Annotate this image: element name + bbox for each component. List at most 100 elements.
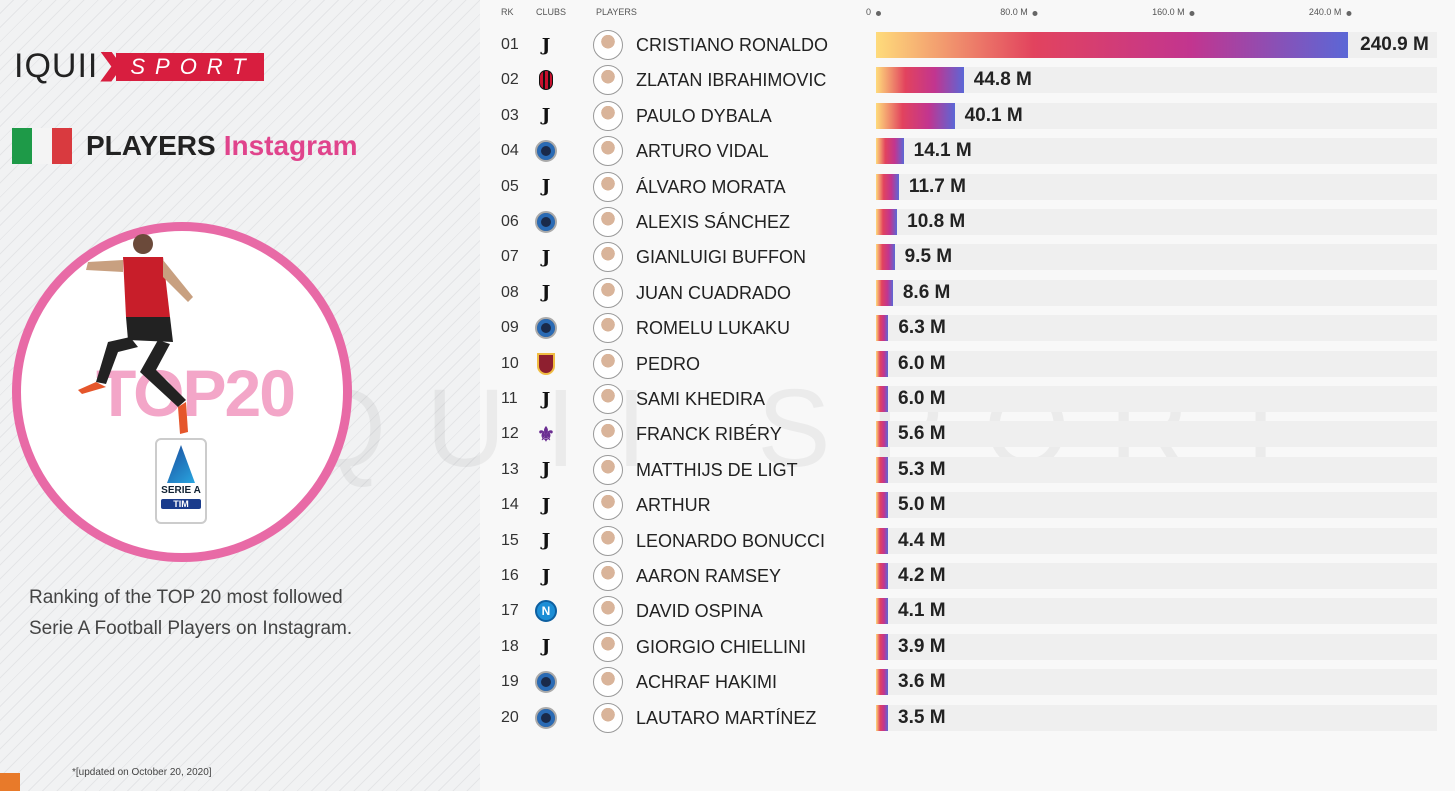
rank: 10 <box>501 354 519 372</box>
bar <box>876 492 888 519</box>
value-label: 6.0 M <box>898 352 946 374</box>
bar <box>876 704 888 731</box>
juventus-crest-icon: J <box>541 636 551 658</box>
player-name: AARON RAMSEY <box>636 566 782 586</box>
player-name: CRISTIANO RONALDO <box>636 35 829 55</box>
bar-track <box>876 563 1437 589</box>
bar <box>876 598 888 625</box>
player-avatar <box>593 348 623 379</box>
rank: 18 <box>501 637 519 655</box>
player-name: FRANCK RIBÉRY <box>636 424 782 445</box>
player-name: PAULO DYBALA <box>636 105 772 126</box>
value-label: 4.1 M <box>898 600 946 622</box>
value-label: 5.3 M <box>898 458 946 480</box>
rank: 19 <box>501 673 519 691</box>
bar <box>876 421 888 448</box>
bar <box>876 102 955 129</box>
table-row: 17 N DAVID OSPINA 4.1 M <box>0 596 1455 627</box>
player-name: ÁLVARO MORATA <box>636 176 786 197</box>
player-name: GIORGIO CHIELLINI <box>636 636 807 657</box>
rank: 09 <box>501 319 519 337</box>
bar <box>876 67 964 94</box>
player-name: ACHRAF HAKIMI <box>636 672 778 693</box>
table-row: 03 J PAULO DYBALA 40.1 M <box>0 100 1455 131</box>
player-avatar <box>593 702 623 733</box>
juventus-crest-icon: J <box>541 530 551 552</box>
value-label: 5.6 M <box>898 423 946 445</box>
player-name: ZLATAN IBRAHIMOVIC <box>636 70 827 91</box>
bar-track <box>876 598 1437 625</box>
juventus-crest-icon: J <box>541 246 551 268</box>
bar <box>876 350 888 377</box>
value-label: 3.5 M <box>898 706 946 728</box>
value-label: 11.7 M <box>908 175 966 197</box>
player-name: SAMI KHEDIRA <box>636 389 766 409</box>
inter-crest-icon <box>534 316 558 340</box>
x-tick-label: 240.0 M <box>1309 7 1352 17</box>
bar <box>876 315 889 342</box>
value-label: 3.6 M <box>898 671 946 693</box>
rank: 04 <box>501 142 519 160</box>
bar-track <box>876 669 1437 696</box>
juventus-crest-icon: J <box>541 388 551 410</box>
player-illustration <box>78 234 193 434</box>
iquii-sport-logo: IQUII SPORT <box>14 47 264 86</box>
bar-track <box>876 67 1437 94</box>
bar <box>876 244 895 271</box>
player-avatar <box>593 419 623 450</box>
juventus-crest-icon: J <box>541 565 551 587</box>
rank: 06 <box>501 213 519 230</box>
bar <box>876 527 888 554</box>
fiorentina-crest-icon: ⚜ <box>537 423 555 446</box>
table-row: 15 J LEONARDO BONUCCI 4.4 M <box>0 525 1455 556</box>
bar-track <box>876 456 1437 483</box>
top20-label: TOP20 <box>96 356 296 430</box>
table-row: 09 ROMELU LUKAKU 6.3 M <box>0 313 1455 344</box>
inter-crest-icon <box>534 706 558 730</box>
player-name: ALEXIS SÁNCHEZ <box>636 212 791 232</box>
table-row: 05 J ÁLVARO MORATA 11.7 M <box>0 171 1455 202</box>
rank: 02 <box>501 71 519 89</box>
player-name: LEONARDO BONUCCI <box>636 530 826 551</box>
player-name: LAUTARO MARTÍNEZ <box>636 707 817 728</box>
value-label: 44.8 M <box>973 69 1032 91</box>
table-row: 13 J MATTHIJS DE LIGT 5.3 M <box>0 454 1455 485</box>
value-label: 40.1 M <box>964 104 1023 126</box>
juventus-crest-icon: J <box>541 105 551 127</box>
x-tick-label: 160.0 M <box>1152 7 1195 17</box>
bar-track <box>876 315 1437 342</box>
bar-track <box>876 279 1437 306</box>
player-avatar <box>593 65 623 96</box>
value-label: 6.3 M <box>898 317 946 339</box>
rank: 14 <box>501 496 519 514</box>
bar-track <box>876 527 1437 554</box>
player-avatar <box>593 30 623 60</box>
table-row: 19 ACHRAF HAKIMI 3.6 M <box>0 667 1455 698</box>
rank: 15 <box>501 531 519 549</box>
rank: 12 <box>501 425 519 443</box>
player-name: PEDRO <box>636 353 701 374</box>
player-avatar <box>593 596 623 627</box>
logo-sport: SPORT <box>116 52 264 81</box>
rank: 05 <box>501 177 519 195</box>
player-avatar <box>593 631 623 662</box>
bar <box>876 138 904 165</box>
x-tick-label: 0 <box>866 7 882 17</box>
player-avatar <box>593 525 623 556</box>
rank: 13 <box>501 460 519 478</box>
player-avatar <box>593 384 623 414</box>
juventus-crest-icon: J <box>541 176 551 198</box>
value-label: 240.9 M <box>1360 34 1429 55</box>
table-row: 10 PEDRO 6.0 M <box>0 348 1455 379</box>
player-avatar <box>593 100 623 131</box>
rank: 20 <box>501 708 519 726</box>
title-sub: Instagram <box>223 130 358 161</box>
italy-flag-icon <box>12 128 72 164</box>
milan-crest-icon <box>534 68 558 92</box>
bar-track <box>876 633 1437 660</box>
title-main: PLAYERS <box>86 130 216 161</box>
bar-track <box>876 173 1437 200</box>
rank: 11 <box>501 390 518 407</box>
bar <box>876 456 888 483</box>
table-row: 20 LAUTARO MARTÍNEZ 3.5 M <box>0 702 1455 733</box>
